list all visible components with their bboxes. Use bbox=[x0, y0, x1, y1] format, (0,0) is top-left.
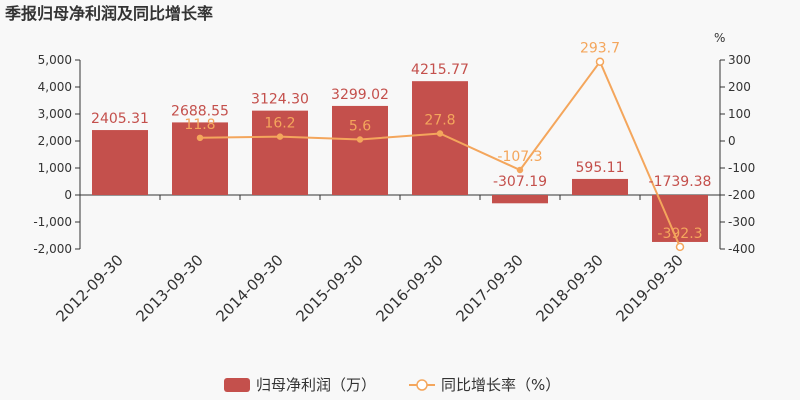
y-right-tick-label: 100 bbox=[728, 107, 751, 121]
line-value-label: 11.8 bbox=[184, 117, 215, 133]
bar-value-label: 2688.55 bbox=[171, 103, 229, 119]
y-left-tick-label: 3,000 bbox=[38, 107, 72, 121]
bar-value-label: 2405.31 bbox=[91, 111, 149, 127]
bar bbox=[92, 130, 148, 195]
bar bbox=[572, 178, 628, 195]
bar-value-label: -1739.38 bbox=[649, 174, 712, 190]
chart-title: 季报归母净利润及同比增长率 bbox=[4, 4, 213, 23]
bar-value-label: -307.19 bbox=[493, 174, 547, 190]
y-right-tick-label: 200 bbox=[728, 80, 751, 94]
y-right-tick-label: -100 bbox=[728, 161, 755, 175]
line-point bbox=[675, 242, 685, 252]
legend-bar-label: 归母净利润（万） bbox=[256, 376, 376, 394]
bar bbox=[332, 105, 388, 195]
line-series bbox=[196, 57, 685, 252]
line-point bbox=[356, 136, 364, 143]
y-left-tick-label: 0 bbox=[64, 188, 72, 202]
y-left-tick-label: -2,000 bbox=[33, 242, 72, 256]
bar bbox=[492, 195, 548, 204]
y-right-tick-label: -200 bbox=[728, 188, 755, 202]
line-point bbox=[516, 166, 524, 174]
legend-line-label: 同比增长率（%） bbox=[441, 376, 560, 394]
legend: 归母净利润（万） 同比增长率（%） bbox=[224, 376, 560, 394]
bar-series bbox=[92, 81, 708, 242]
bar bbox=[412, 81, 468, 195]
legend-line-marker bbox=[416, 379, 428, 391]
y-left-tick-label: 4,000 bbox=[38, 80, 72, 94]
line-point bbox=[196, 134, 204, 142]
y-right-tick-label: 0 bbox=[728, 134, 736, 148]
y-left-tick-label: 5,000 bbox=[38, 53, 72, 67]
line-value-label: 16.2 bbox=[264, 116, 295, 132]
line-value-label: -107.3 bbox=[497, 149, 542, 165]
bar bbox=[252, 110, 308, 195]
bar-value-label: 3124.30 bbox=[251, 92, 309, 108]
line-value-label: 293.7 bbox=[580, 41, 620, 57]
bar-value-label: 4215.77 bbox=[411, 62, 469, 78]
y-right-tick-label: -400 bbox=[728, 242, 755, 256]
y-left-tick-label: -1,000 bbox=[33, 215, 72, 229]
y-right-tick-label: 300 bbox=[728, 53, 751, 67]
line-value-label: 27.8 bbox=[424, 112, 455, 128]
y-right-unit: % bbox=[714, 31, 725, 45]
line-point bbox=[595, 57, 605, 66]
line-value-label: -392.3 bbox=[657, 226, 702, 242]
line-value-label: 5.6 bbox=[349, 118, 371, 134]
line-point bbox=[436, 130, 444, 137]
y-right-tick-label: -300 bbox=[728, 215, 755, 229]
y-left-tick-label: 2,000 bbox=[38, 134, 72, 148]
bar bbox=[172, 122, 228, 195]
bar-value-label: 3299.02 bbox=[331, 87, 389, 103]
legend-bar-swatch bbox=[224, 378, 250, 392]
line-point bbox=[276, 133, 284, 140]
bar-value-label: 595.11 bbox=[576, 160, 625, 176]
y-left-tick-label: 1,000 bbox=[38, 161, 72, 175]
data-labels: 2405.31 2688.55 3124.30 3299.02 4215.77 -307.… bbox=[91, 41, 711, 242]
